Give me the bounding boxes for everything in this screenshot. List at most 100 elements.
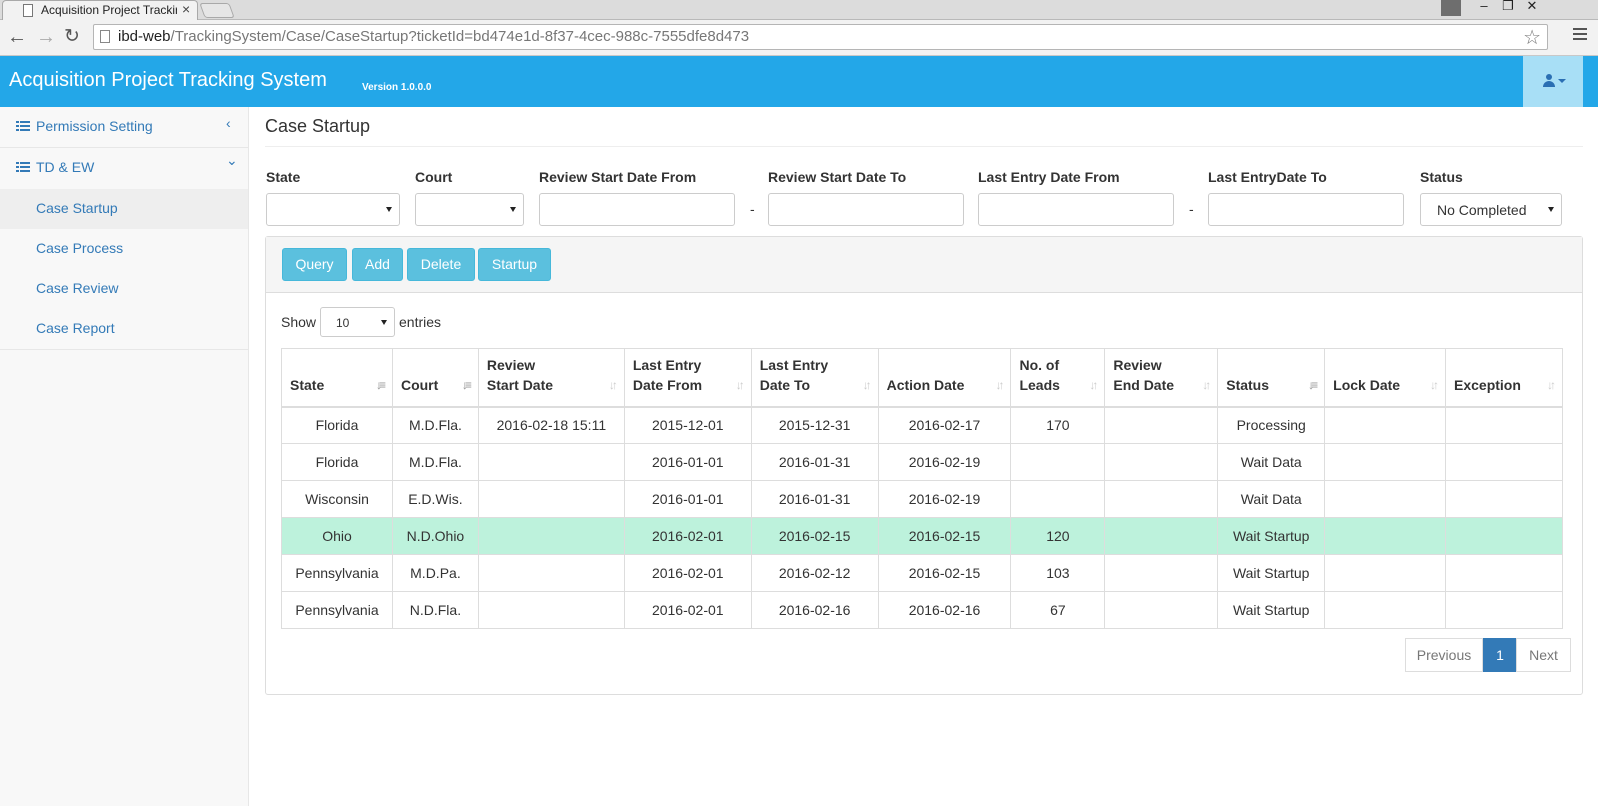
query-button[interactable]: Query [282,248,347,281]
table-row[interactable]: Pennsylvania M.D.Pa. 2016-02-01 2016-02-12 2… [281,554,1563,592]
app-header: Acquisition Project Tracking System Vers… [0,56,1598,107]
cell-last-entry-from: 2015-12-01 [623,406,752,444]
column-header-court[interactable]: Court ↓≡ [391,348,479,408]
table-row[interactable]: Pennsylvania N.D.Fla. 2016-02-01 2016-02-16… [281,591,1563,629]
browser-tab[interactable]: Acquisition Project Trackir × [2,0,198,20]
next-page-button[interactable]: Next [1516,638,1571,672]
profile-icon[interactable] [1441,0,1461,16]
page-1-button[interactable]: 1 [1483,638,1517,672]
table-header-row: State ↓≡ Court ↓≡ Review Start Date ↓↑ Last … [281,348,1563,408]
cell-review-end-date [1104,554,1219,592]
sidebar-item-label: Case Process [36,240,124,256]
chevron-left-icon: ‹ [226,115,231,131]
address-bar[interactable]: ibd-web/TrackingSystem/Case/CaseStartup?… [93,24,1548,50]
browser-menu-icon[interactable] [1573,28,1587,43]
column-header-label: Last Entry [632,356,702,373]
sidebar-group-permission-setting[interactable]: Permission Setting ‹ [0,107,248,148]
cell-review-start-date [477,591,625,629]
last-entry-from-label: Last Entry Date From [978,169,1120,185]
sort-icon: ↓↑ [1089,377,1098,392]
state-select[interactable] [266,193,400,226]
last-entry-to-input[interactable] [1208,193,1404,226]
delete-button[interactable]: Delete [407,248,475,281]
column-header-review-end-date[interactable]: Review End Date ↓↑ [1104,348,1219,408]
column-header-last-entry-from[interactable]: Last Entry Date From ↓↑ [623,348,752,408]
column-header-label: No. of [1019,356,1060,373]
cell-last-entry-to: 2015-12-31 [750,406,879,444]
cell-exception [1445,443,1563,481]
cell-state: Pennsylvania [281,554,393,592]
browser-tab-strip: Acquisition Project Trackir × – ❐ ✕ [0,0,1598,20]
cell-review-start-date [477,554,625,592]
page-title: Case Startup [265,116,371,136]
column-header-lock-date[interactable]: Lock Date ↓↑ [1324,348,1446,408]
review-start-to-input[interactable] [768,193,964,226]
column-header-last-entry-to[interactable]: Last Entry Date To ↓↑ [750,348,879,408]
divider [265,146,1583,147]
previous-page-button[interactable]: Previous [1405,638,1483,672]
forward-icon[interactable]: → [36,26,56,48]
close-window-icon[interactable]: ✕ [1526,0,1538,13]
close-icon[interactable]: × [182,1,191,17]
table-row[interactable]: Ohio N.D.Ohio 2016-02-01 2016-02-15 2016-02-… [281,517,1563,555]
caret-down-icon [1558,79,1566,83]
sidebar-item-case-startup[interactable]: Case Startup [0,189,248,229]
column-header-exception[interactable]: Exception ↓↑ [1445,348,1563,408]
reload-icon[interactable]: ↻ [64,26,80,47]
cell-no-of-leads: 170 [1010,406,1106,444]
restore-icon[interactable]: ❐ [1502,0,1514,13]
new-tab-button[interactable] [199,3,235,18]
startup-button[interactable]: Startup [478,248,551,281]
cell-state: Florida [281,406,393,444]
user-menu-button[interactable] [1523,56,1583,107]
sidebar-item-case-process[interactable]: Case Process [0,229,248,269]
back-icon[interactable]: ← [7,26,27,48]
cell-last-entry-to: 2016-02-12 [750,554,879,592]
cell-status: Processing [1217,406,1326,444]
table-row[interactable]: Florida M.D.Fla. 2016-02-18 15:11 2015-12-0… [281,406,1563,444]
table-row[interactable]: Wisconsin E.D.Wis. 2016-01-01 2016-01-31 201… [281,480,1563,518]
column-header-label: Status [1226,376,1270,393]
sidebar-group-label: TD & EW [36,159,95,175]
minimize-icon[interactable]: – [1480,0,1488,13]
court-select[interactable] [415,193,524,226]
column-header-state[interactable]: State ↓≡ [281,348,393,408]
sidebar-item-case-report[interactable]: Case Report [0,309,248,349]
cell-review-start-date [477,443,625,481]
column-header-action-date[interactable]: Action Date ↓↑ [877,348,1012,408]
column-header-review-start-date[interactable]: Review Start Date ↓↑ [477,348,625,408]
tab-title: Acquisition Project Trackir [41,3,177,17]
cell-lock-date [1324,517,1446,555]
cell-state: Wisconsin [281,480,393,518]
status-select[interactable]: No Completed [1420,193,1562,226]
bookmark-star-icon[interactable]: ☆ [1523,27,1541,49]
cell-review-start-date [477,480,625,518]
caret-down-icon [381,320,387,325]
sort-icon: ↓↑ [1430,377,1439,392]
cell-lock-date [1324,591,1446,629]
cell-last-entry-to: 2016-02-15 [750,517,879,555]
column-header-label: Exception [1454,376,1521,393]
cell-status: Wait Data [1217,480,1326,518]
sidebar: Permission Setting ‹ TD & EW ⌄ Case Star… [0,107,249,806]
add-button[interactable]: Add [352,248,403,281]
review-start-from-input[interactable] [539,193,735,226]
table-row[interactable]: Florida M.D.Fla. 2016-01-01 2016-01-31 2016-… [281,443,1563,481]
cell-court: N.D.Fla. [391,591,479,629]
sidebar-group-td-ew[interactable]: TD & EW ⌄ [0,148,248,189]
cell-status: Wait Startup [1217,554,1326,592]
cell-action-date: 2016-02-15 [877,554,1012,592]
page-length-select[interactable]: 10 [320,307,395,337]
cell-state: Pennsylvania [281,591,393,629]
column-header-status[interactable]: Status ↓≡ [1217,348,1326,408]
cell-court: M.D.Fla. [391,406,479,444]
cell-exception [1445,480,1563,518]
last-entry-to-label: Last EntryDate To [1208,169,1327,185]
column-header-label: Last Entry [759,356,829,373]
sidebar-item-case-review[interactable]: Case Review [0,269,248,309]
sort-asc-icon: ↓≡ [461,377,472,392]
column-header-no-of-leads[interactable]: No. of Leads ↓↑ [1010,348,1106,408]
last-entry-from-input[interactable] [978,193,1174,226]
review-start-to-label: Review Start Date To [768,169,907,185]
table-body: Florida M.D.Fla. 2016-02-18 15:11 2015-12-0… [281,406,1563,629]
